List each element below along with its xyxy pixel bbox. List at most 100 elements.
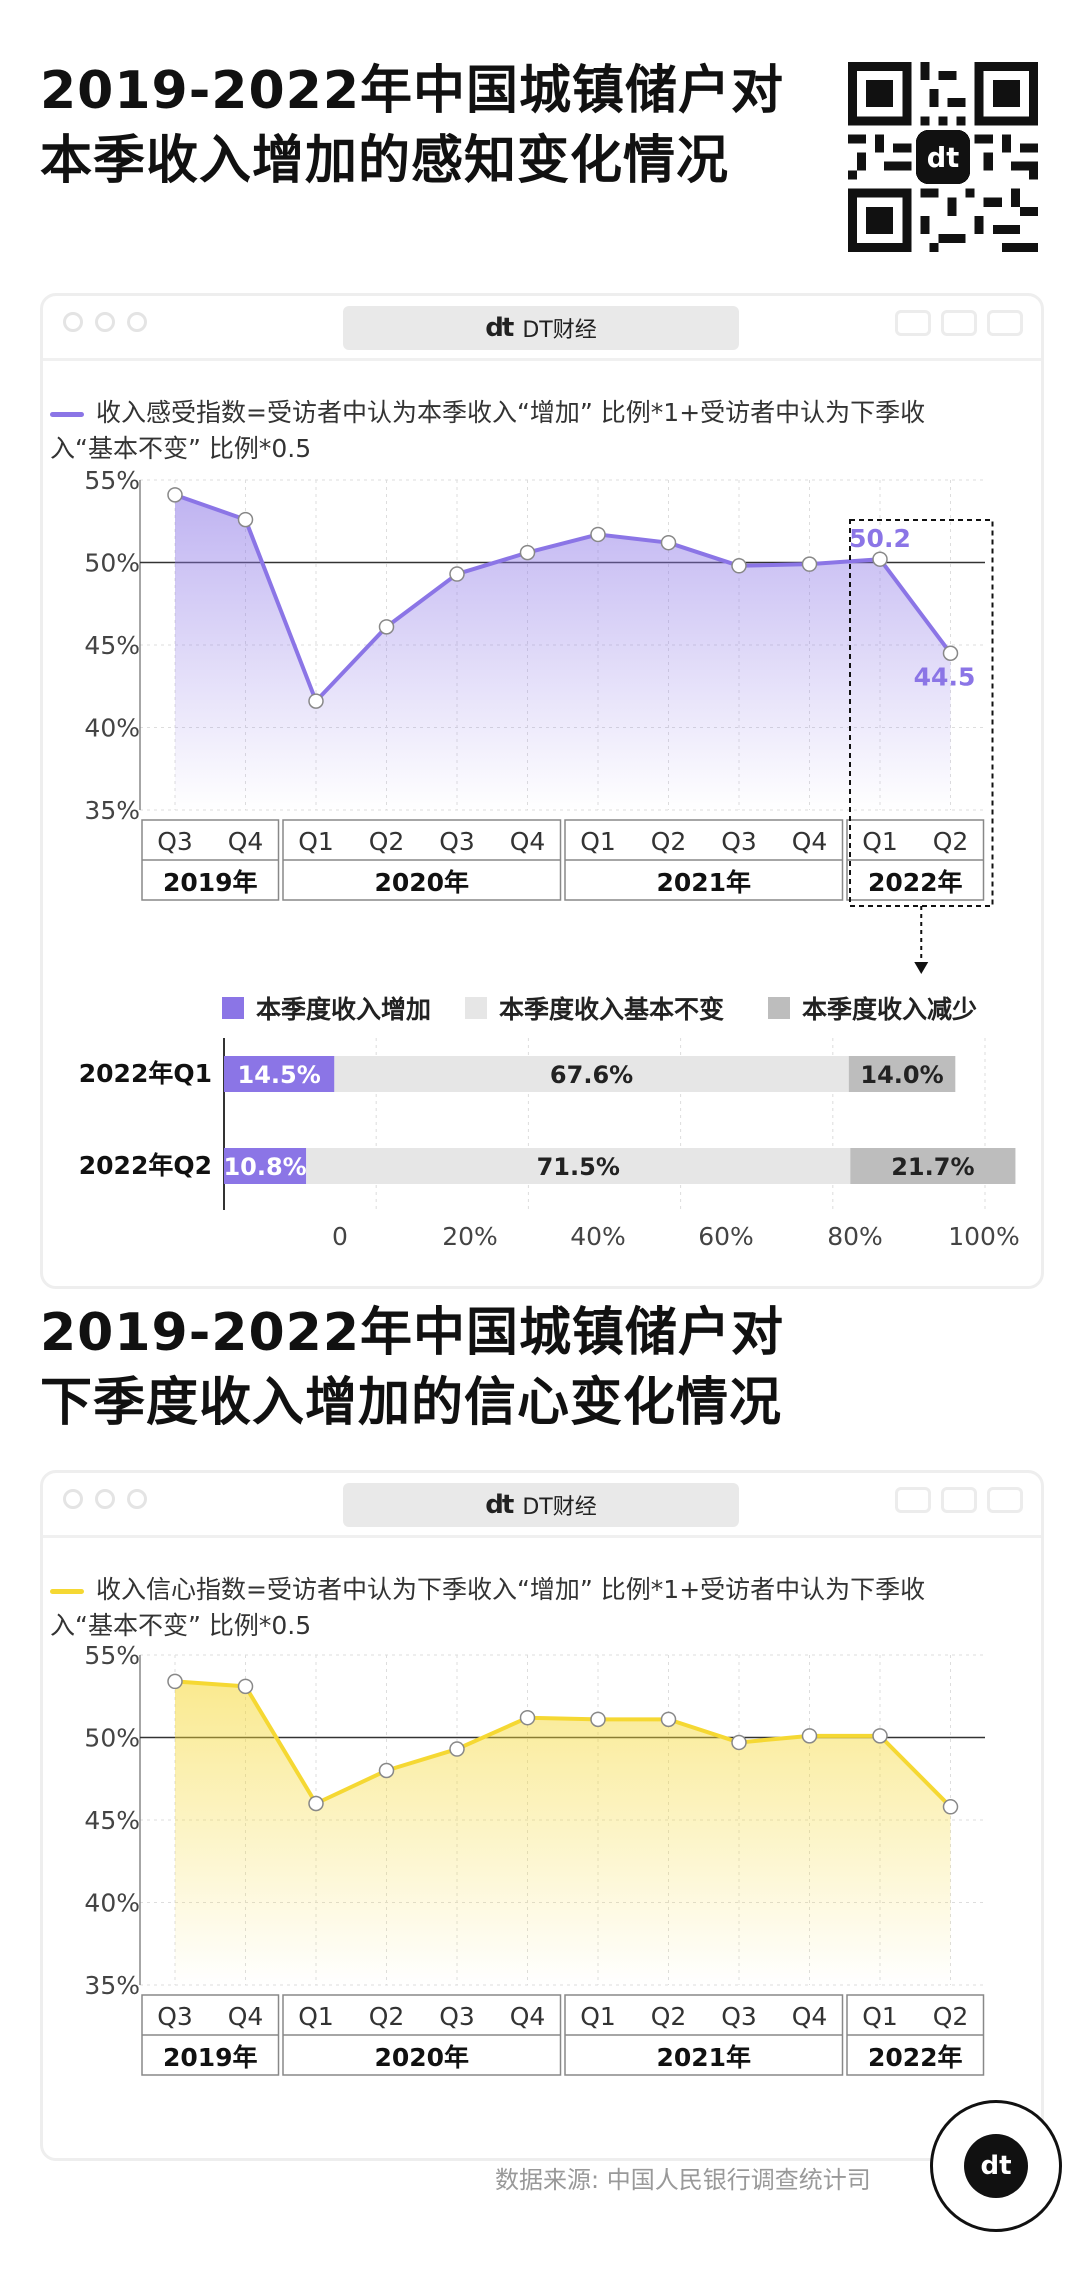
y-tick-label: 55% <box>84 1641 140 1670</box>
bar-segment <box>224 1056 335 1092</box>
chart2-title-line2: 下季度收入增加的信心变化情况 <box>40 1373 783 1433</box>
bar-value-label: 14.5% <box>238 1061 321 1089</box>
bar-segment <box>224 1148 307 1184</box>
close-dot-icon <box>63 1489 83 1509</box>
annotation-label: 50.2 <box>849 524 911 553</box>
data-point <box>660 534 677 551</box>
x-tick-label: Q4 <box>228 2002 264 2031</box>
highlight-box-2022 <box>849 519 994 907</box>
chart1-legend: 收入感受指数=受访者中认为本季收入“增加” 比例*1+受访者中认为下季收入“基本… <box>50 395 950 467</box>
legend-swatch <box>222 997 244 1019</box>
series-area <box>175 494 951 810</box>
window-buttons <box>895 1487 1023 1513</box>
chart3-legend-text: 收入信心指数=受访者中认为下季收入“增加” 比例*1+受访者中认为下季收入“基本… <box>50 1575 926 1640</box>
legend-label: 本季度收入基本不变 <box>499 995 724 1024</box>
x-tick-label: Q1 <box>862 827 898 856</box>
x-tick-label: Q4 <box>792 2002 828 2031</box>
bar-value-label: 21.7% <box>891 1153 974 1181</box>
x-tick-label: 60% <box>698 1222 754 1251</box>
x-tick-label: Q1 <box>862 2002 898 2031</box>
legend-swatch-yellow <box>50 1588 84 1594</box>
brand-pill: dt DT财经 <box>343 1483 739 1527</box>
series-line <box>174 492 953 704</box>
share-icon <box>941 1487 977 1513</box>
x-tick-label: Q4 <box>510 827 546 856</box>
card-titlebar: dt DT财经 <box>43 1473 1041 1538</box>
bar-segment <box>848 1056 956 1092</box>
corner-logo: dt <box>930 2100 1062 2232</box>
data-point <box>308 693 324 709</box>
data-point <box>237 1678 254 1695</box>
legend-swatch <box>465 997 487 1019</box>
data-point <box>237 511 254 528</box>
x-tick-label: 0 <box>332 1222 348 1251</box>
data-point <box>378 1762 395 1779</box>
year-label: 2021年 <box>656 868 751 897</box>
y-tick-label: 40% <box>84 1889 140 1918</box>
x-tick-label: Q2 <box>651 2002 687 2031</box>
chart3-legend: 收入信心指数=受访者中认为下季收入“增加” 比例*1+受访者中认为下季收入“基本… <box>50 1572 950 1644</box>
data-point <box>378 619 395 635</box>
year-label: 2020年 <box>374 868 469 897</box>
x-tick-label: Q4 <box>510 2002 546 2031</box>
share-icon <box>941 310 977 336</box>
y-tick-label: 40% <box>84 714 140 743</box>
maximize-dot-icon <box>127 1489 147 1509</box>
copy-icon <box>987 1487 1023 1513</box>
y-tick-label: 45% <box>84 631 140 660</box>
legend-label: 本季度收入增加 <box>256 995 431 1024</box>
bar-value-label: 67.6% <box>550 1061 633 1089</box>
data-point <box>167 487 183 503</box>
x-tick-label: Q3 <box>721 827 757 856</box>
brand-name: DT财经 <box>522 1495 597 1520</box>
x-tick-label: Q3 <box>157 2002 193 2031</box>
x-tick-label: Q4 <box>228 827 264 856</box>
x-tick-label: Q2 <box>933 2002 969 2031</box>
bar-value-label: 14.0% <box>860 1061 943 1089</box>
record-icon <box>895 1487 931 1513</box>
chart1-title-line1: 2019-2022年中国城镇储户对 <box>40 61 785 121</box>
category-label: 2022年Q2 <box>79 1151 212 1180</box>
dt-logo-icon: dt <box>964 2134 1028 2198</box>
data-point <box>731 558 747 574</box>
y-tick-label: 35% <box>84 1971 140 2000</box>
data-point <box>942 1799 959 1815</box>
x-tick-label: Q1 <box>298 827 334 856</box>
data-point <box>872 551 888 567</box>
bar-value-label: 71.5% <box>537 1153 620 1181</box>
data-point <box>449 1741 465 1757</box>
bar-segment <box>306 1148 851 1184</box>
chart1-area-chart: 35% 40% 45% 50% 55% 2019年 2020年 2021年 2022年 Q3 Q4 Q… <box>84 466 994 974</box>
y-tick-label: 50% <box>84 1724 140 1753</box>
maximize-dot-icon <box>127 312 147 332</box>
legend-swatch <box>768 997 790 1019</box>
data-point <box>731 1734 747 1751</box>
year-label: 2019年 <box>163 2043 258 2072</box>
x-tick-label: Q3 <box>721 2002 757 2031</box>
data-point <box>308 1795 324 1812</box>
window-dots <box>63 312 147 332</box>
y-tick-label: 55% <box>84 466 140 495</box>
data-point <box>167 1673 183 1690</box>
chart2-title-line1: 2019-2022年中国城镇储户对 <box>40 1303 785 1363</box>
data-point <box>872 1728 888 1744</box>
y-tick-label: 45% <box>84 1806 140 1835</box>
chart1-legend-text: 收入感受指数=受访者中认为本季收入“增加” 比例*1+受访者中认为下季收入“基本… <box>50 398 926 463</box>
chart2-stacked-bar-chart: 本季度收入增加 本季度收入基本不变 本季度收入减少 2022年Q1 14.5% 67.6%… <box>79 995 1020 1251</box>
data-point <box>449 566 465 582</box>
minimize-dot-icon <box>95 312 115 332</box>
year-label: 2019年 <box>163 868 258 897</box>
record-icon <box>895 310 931 336</box>
data-point <box>942 645 959 661</box>
data-point <box>590 1711 606 1728</box>
year-label: 2021年 <box>656 2043 751 2072</box>
category-label: 2022年Q1 <box>79 1059 212 1088</box>
y-tick-label: 50% <box>84 549 140 578</box>
brand-name: DT财经 <box>522 318 597 343</box>
brand-pill: dt DT财经 <box>343 306 739 350</box>
x-tick-label: Q1 <box>580 2002 616 2031</box>
data-source: 数据来源: 中国人民银行调查统计司 <box>495 2166 871 2194</box>
series-line <box>174 1679 952 1809</box>
data-point <box>801 556 818 572</box>
